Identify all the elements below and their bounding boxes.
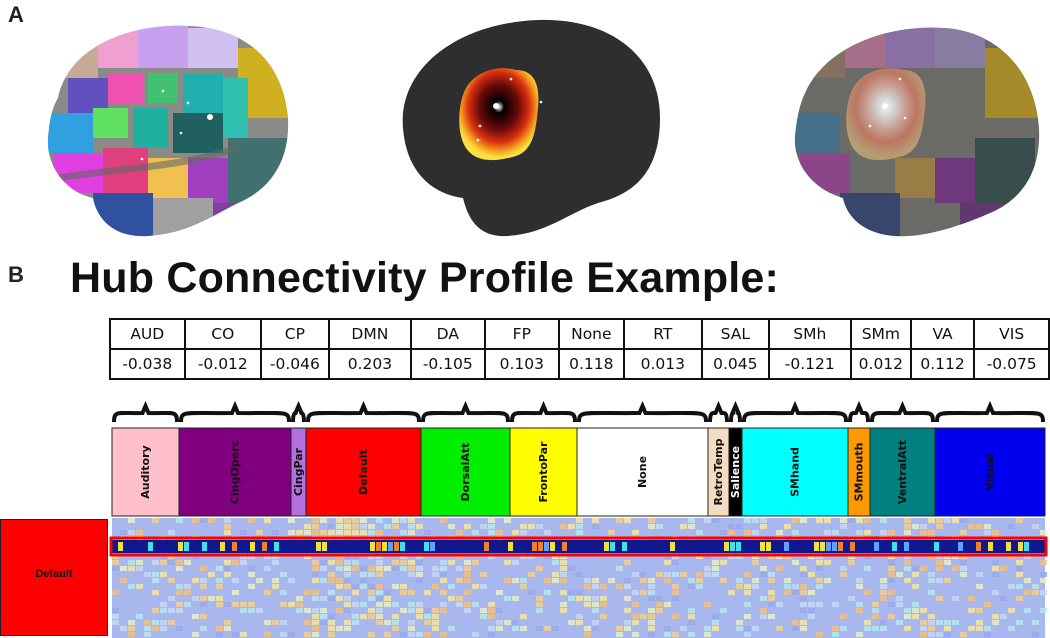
table-value-cell: 0.103	[483, 348, 561, 380]
network-brace	[179, 400, 291, 423]
table-value-cell: 0.013	[622, 348, 704, 380]
table-header-cell: None	[558, 318, 625, 350]
row-network-label: Default	[35, 568, 73, 580]
network-label: Default	[357, 449, 370, 495]
table-header-cell: DA	[410, 318, 486, 350]
table-value-cell: 0.112	[909, 348, 976, 380]
table-value-cell: 0.012	[849, 348, 912, 380]
network-brace	[306, 400, 421, 423]
network-brace	[421, 400, 510, 423]
table-header-cell: RT	[622, 318, 704, 350]
table-value-cell: -0.038	[109, 348, 186, 380]
network-label: Auditory	[139, 445, 152, 498]
table-value-cell: 0.118	[558, 348, 625, 380]
network-box	[420, 427, 511, 517]
network-brace	[848, 400, 870, 423]
network-box	[509, 427, 578, 517]
table-header-cell: SAL	[701, 318, 770, 350]
table-header-cell: FP	[483, 318, 561, 350]
network-box	[741, 427, 849, 517]
table-value-cell: -0.121	[767, 348, 852, 380]
table-value-cell: -0.012	[183, 348, 263, 380]
network-label: DorsalAtt	[459, 443, 472, 502]
table-header-cell: VA	[909, 318, 976, 350]
panel-label-a: A	[8, 2, 24, 27]
network-matrix-panel: Auditory CingOperc CingPar Default DorsalAtt…	[2, 400, 1048, 638]
overlay-brain-image	[794, 27, 1040, 237]
table-header-cell: SMh	[767, 318, 852, 350]
network-box	[576, 427, 709, 517]
network-brace	[742, 400, 848, 423]
highlighted-row-box	[109, 536, 1048, 557]
network-label: CingPar	[292, 447, 305, 496]
table-value-cell: -0.075	[973, 348, 1050, 380]
row-network-box	[0, 519, 108, 636]
table-header-cell: CP	[260, 318, 330, 350]
figure-title: Hub Connectivity Profile Example:	[70, 254, 780, 302]
network-brace	[935, 400, 1045, 423]
network-braces	[112, 400, 1045, 423]
network-box	[178, 427, 292, 517]
network-label: RetroTemp	[712, 438, 725, 505]
table-header-cell: AUD	[109, 318, 186, 350]
network-label: VentralAtt	[896, 440, 909, 504]
network-box	[111, 427, 180, 517]
network-label: FrontoPar	[537, 441, 550, 503]
network-label: None	[636, 456, 649, 488]
network-label: Salience	[729, 446, 742, 498]
connectivity-table: AUD CO CP DMN DA FP None RT SAL SMh SMm VA VIS -0.03…	[109, 318, 1050, 380]
network-brace	[510, 400, 577, 423]
network-label: CingOperc	[229, 440, 242, 504]
table-header-row: AUD CO CP DMN DA FP None RT SAL SMh SMm VA VIS	[109, 318, 1050, 350]
network-box	[305, 427, 422, 517]
network-box	[869, 427, 936, 517]
network-label: Visual	[984, 453, 997, 491]
network-label: SMmouth	[853, 443, 866, 502]
panel-label-b: B	[8, 262, 24, 287]
table-value-row: -0.038 -0.012 -0.046 0.203 -0.105 0.103 0.118 0…	[109, 348, 1050, 380]
connectivity-matrix	[112, 518, 1047, 638]
connectivity-map-brain-image	[402, 19, 660, 237]
table-header-cell: DMN	[327, 318, 413, 350]
network-color-bar: Auditory CingOperc CingPar Default DorsalAtt…	[111, 427, 1046, 517]
network-brace	[870, 400, 935, 423]
network-brace	[708, 400, 729, 423]
network-label: SMhand	[789, 447, 802, 497]
network-brace	[729, 400, 742, 423]
table-header-cell: SMm	[849, 318, 912, 350]
network-brace	[291, 400, 306, 423]
table-header-cell: VIS	[973, 318, 1050, 350]
network-box	[934, 427, 1046, 517]
network-brace	[577, 400, 708, 423]
table-value-cell: 0.203	[327, 348, 413, 380]
table-value-cell: 0.045	[701, 348, 770, 380]
network-brace	[112, 400, 179, 423]
table-value-cell: -0.105	[410, 348, 486, 380]
table-value-cell: -0.046	[260, 348, 330, 380]
parcellated-brain-image	[47, 25, 289, 237]
table-header-cell: CO	[183, 318, 263, 350]
